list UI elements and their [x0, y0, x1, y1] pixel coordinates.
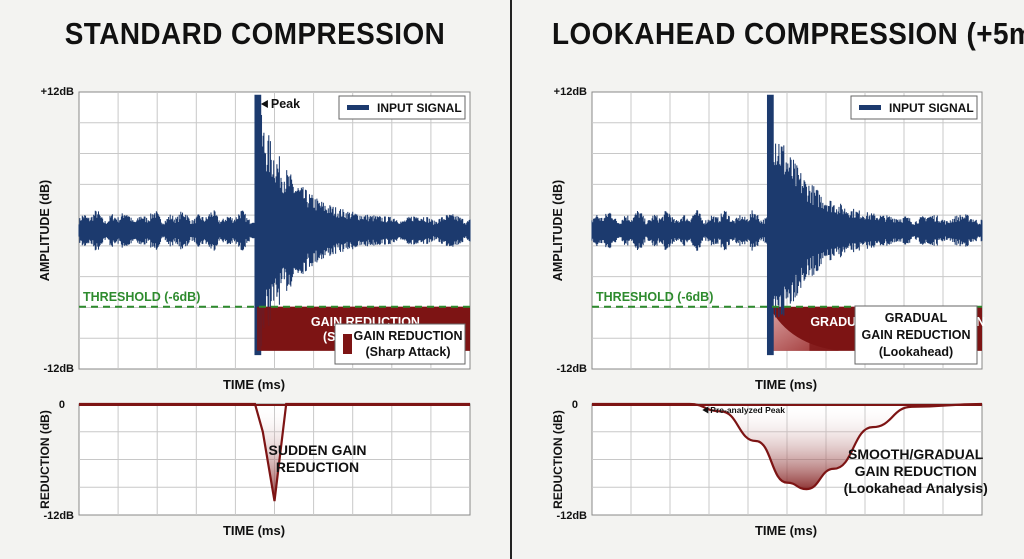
reduction-label: SUDDEN GAIN REDUCTION	[269, 442, 367, 475]
legend-gain-reduction-label: GRADUAL GAIN REDUCTION (Lookahead)	[861, 311, 970, 359]
standard-input-signal	[78, 94, 471, 356]
reduction-xlabel: TIME (ms)	[755, 523, 817, 538]
lookahead-input-signal	[591, 94, 983, 356]
lookahead-ramp	[769, 306, 840, 351]
amplitude-ymax-label: +12dB	[554, 86, 587, 98]
reduction-ymin-label: -12dB	[43, 510, 74, 522]
threshold-label: THRESHOLD (-6dB)	[596, 290, 713, 304]
amplitude-ylabel: AMPLITUDE (dB)	[38, 180, 52, 281]
peak-label: Peak	[271, 97, 300, 111]
legend-gain-reduction-box	[334, 323, 466, 365]
legend-input-signal-label: INPUT SIGNAL	[889, 101, 974, 115]
reduction-curve	[591, 402, 983, 491]
pre-analyzed-peak-marker	[702, 406, 709, 414]
reduction-xlabel: TIME (ms)	[223, 523, 285, 538]
legend-gain-reduction-box	[854, 305, 978, 365]
reduction-ymin-label: -12dB	[556, 510, 587, 522]
legend-gain-reduction-label: GAIN REDUCTION (Sharp Attack)	[353, 329, 462, 359]
amplitude-ymin-label: -12dB	[43, 363, 74, 375]
pre-analyzed-peak-label: Pre-analyzed Peak	[710, 405, 785, 415]
reduction-area	[79, 404, 470, 502]
lookahead-compression-title: LOOKAHEAD COMPRESSION (+5ms)	[552, 16, 1024, 51]
amplitude-ylabel: AMPLITUDE (dB)	[551, 180, 565, 281]
amplitude-ymax-label: +12dB	[41, 86, 74, 98]
legend-input-signal-label: INPUT SIGNAL	[377, 101, 462, 115]
legend-gain-reduction-swatch	[343, 334, 352, 354]
legend-input-signal-box	[850, 95, 978, 120]
amplitude-xlabel: TIME (ms)	[755, 377, 817, 392]
panel-divider	[510, 0, 512, 559]
reduction-ymax-label: 0	[59, 399, 65, 411]
reduction-label: SMOOTH/GRADUAL GAIN REDUCTION (Lookahead A…	[844, 446, 988, 496]
legend-input-signal-box	[338, 95, 466, 120]
amplitude-xlabel: TIME (ms)	[223, 377, 285, 392]
reduction-ymax-label: 0	[572, 399, 578, 411]
reduction-ylabel: REDUCTION (dB)	[551, 410, 565, 509]
amplitude-ymin-label: -12dB	[556, 363, 587, 375]
threshold-label: THRESHOLD (-6dB)	[83, 290, 200, 304]
peak-marker	[260, 100, 268, 108]
standard-compression-title: STANDARD COMPRESSION	[64, 16, 446, 51]
reduction-ylabel: REDUCTION (dB)	[38, 410, 52, 509]
reduction-area	[592, 404, 982, 490]
